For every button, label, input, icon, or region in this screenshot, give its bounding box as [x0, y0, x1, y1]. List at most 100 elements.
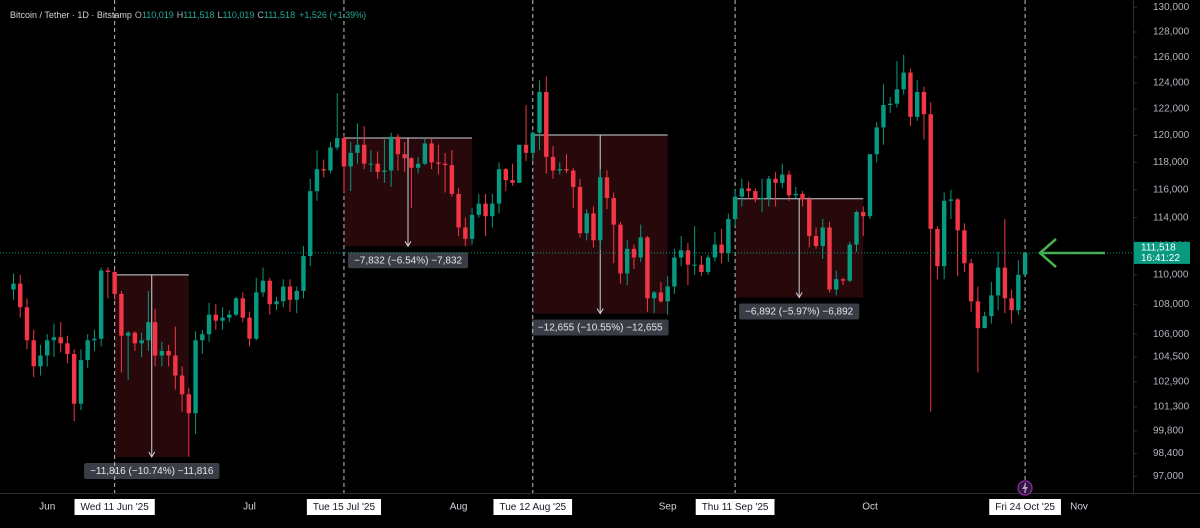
candle-body [92, 338, 97, 341]
candle-body [517, 144, 522, 183]
candle-body [11, 283, 16, 290]
candle-body [146, 322, 151, 341]
candle-body [166, 350, 171, 356]
marker-label: Wed 11 Jun '25 [81, 502, 150, 513]
candle-body [159, 350, 165, 356]
candle-body [1022, 252, 1028, 275]
measure-arrowhead [404, 241, 412, 248]
candle-body [800, 193, 805, 200]
candle-body [840, 279, 846, 281]
candle-body [476, 203, 482, 215]
candle-body [429, 143, 434, 163]
candle-body [712, 244, 718, 258]
x-tick-label: Nov [1070, 502, 1088, 513]
price-tag-countdown: 16:41:22 [1141, 253, 1180, 264]
candle-body [463, 227, 468, 239]
candle-body [571, 170, 576, 187]
candle-body [651, 292, 657, 299]
candle-body [422, 143, 428, 164]
candle-body [490, 203, 495, 217]
candle-body [591, 213, 596, 241]
candle-body [456, 193, 461, 228]
candle-body [962, 230, 967, 264]
candle-body [544, 91, 549, 157]
candle-body [780, 174, 785, 183]
candle-body [888, 103, 893, 105]
candle-body [51, 337, 57, 341]
candle-body [65, 343, 70, 354]
candle-body [341, 138, 347, 167]
candle-body [685, 250, 691, 265]
candle-body [759, 198, 765, 200]
candle-body [287, 286, 293, 300]
candle-body [409, 158, 414, 168]
candle-body [483, 203, 488, 217]
candle-body [119, 293, 124, 336]
candle-body [908, 72, 913, 117]
candle-body [510, 180, 515, 183]
symbol: Bitcoin / Tether · 1D · Bitstamp [10, 10, 132, 20]
marker-label: Tue 15 Jul '25 [313, 502, 376, 513]
ohlc-value: 110,019 [222, 10, 255, 20]
candle-body [874, 127, 879, 155]
candle-body [442, 163, 448, 166]
candle-body [699, 264, 704, 272]
candle-body [402, 154, 407, 159]
candle-body [206, 314, 212, 335]
candle-body [294, 290, 299, 300]
candle-body [220, 317, 225, 321]
candle-body [139, 340, 144, 344]
y-tick-label: 114,000 [1153, 212, 1189, 223]
candle-body [368, 163, 374, 165]
candle-body [921, 91, 927, 115]
candle-body [388, 136, 394, 171]
candle-body [274, 301, 279, 305]
green-arrow [1038, 238, 1105, 268]
price-tag-value: 111,518 [1141, 243, 1176, 254]
y-tick-label: 102,900 [1153, 376, 1190, 387]
candle-body [523, 144, 529, 153]
y-tick-label: 99,800 [1153, 425, 1184, 436]
candle-body [618, 224, 623, 274]
candle-body [267, 280, 272, 305]
x-tick-label: Jun [39, 502, 55, 513]
measure-label-text: −6,892 (−5.97%) −6,892 [745, 307, 854, 318]
y-tick-label: 97,000 [1153, 471, 1184, 482]
candle-body [854, 212, 859, 245]
measure-label-bg [84, 462, 220, 479]
candle-body [415, 163, 421, 168]
marker-label: Fri 24 Oct '25 [995, 502, 1055, 513]
candle-body [834, 279, 839, 290]
candle-body [955, 199, 960, 231]
candle-body [557, 169, 562, 171]
measure-arrowhead [596, 308, 604, 315]
candle-body [975, 301, 981, 329]
candle-body [550, 156, 556, 171]
event-icon [1017, 480, 1033, 496]
candle-body [867, 154, 873, 217]
candle-body [786, 174, 792, 196]
candle-body [847, 244, 852, 281]
candle-body [71, 353, 77, 404]
candle-body [827, 227, 832, 290]
marker-label-bg [493, 499, 573, 515]
y-tick-label: 101,300 [1153, 402, 1190, 413]
candle-body [753, 191, 758, 200]
candle-body [58, 337, 63, 344]
y-tick-label: 110,000 [1153, 269, 1189, 280]
y-tick-label: 118,000 [1153, 157, 1189, 168]
measure-label-text: −12,655 (−10.55%) −12,655 [538, 323, 663, 334]
candle-body [125, 332, 131, 336]
candle-body [233, 298, 239, 315]
candle-body [105, 270, 111, 272]
candle-body [1009, 298, 1014, 311]
measure-label: −12,655 (−10.55%) −12,655 [531, 319, 669, 336]
candle-body [726, 219, 731, 254]
candle-body [705, 257, 711, 272]
change: +1,526 (+1.39%) [299, 10, 367, 20]
candle-body [793, 193, 798, 196]
measure-label-text: −7,832 (−6.54%) −7,832 [354, 255, 463, 266]
candle-body [537, 91, 542, 133]
candle-body [1002, 267, 1008, 299]
